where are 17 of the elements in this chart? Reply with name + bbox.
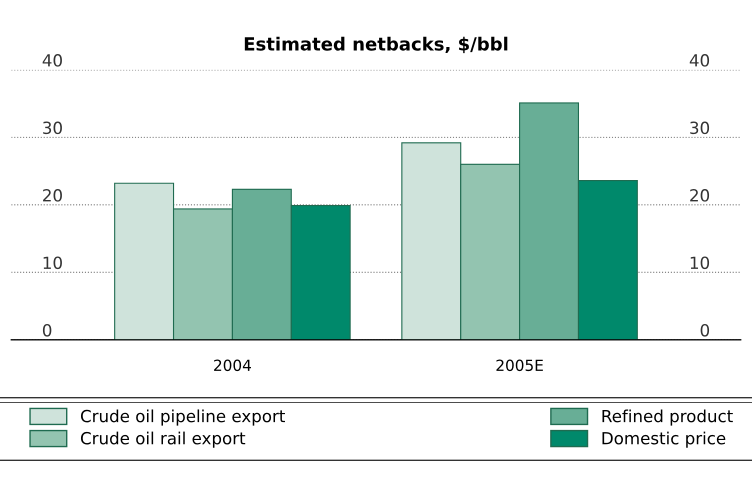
- y2-tick-label: 30: [690, 122, 710, 134]
- y-tick-label: 30: [43, 122, 62, 134]
- y2-tick-label: 40: [690, 54, 710, 67]
- legend-label: Crude oil pipeline export: [80, 409, 285, 426]
- y-tick-label: 20: [43, 189, 62, 202]
- legend-label: Refined product: [602, 409, 733, 426]
- y-tick-label: 0: [42, 324, 52, 337]
- y-tick-label: 40: [42, 54, 62, 67]
- y2-tick-label: 10: [690, 256, 710, 270]
- y-tick-label: 10: [44, 256, 62, 270]
- legend-label: Domestic price: [602, 432, 726, 448]
- y2-tick-label: 0: [700, 324, 710, 337]
- y2-tick-label: 20: [690, 189, 710, 202]
- legend-label: Crude oil rail export: [80, 432, 246, 448]
- chart-title: Estimated netbacks, $/bbl: [244, 36, 508, 54]
- x-tick-label: 2005E: [496, 360, 543, 372]
- x-tick-label: 2004: [214, 360, 251, 372]
